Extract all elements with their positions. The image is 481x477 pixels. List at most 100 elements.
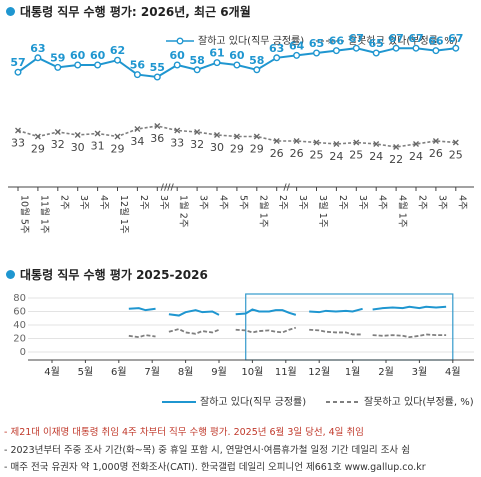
bullet-dot-icon [6, 270, 15, 279]
chart1-x-tick-label-part: 3 [297, 195, 308, 201]
chart1-x-tick-label-part: 12 [118, 195, 129, 207]
chart1-x-tick-label-part: 5 [19, 219, 30, 225]
positive-point [253, 66, 261, 74]
chart1-x-tick-label-part: 월 [38, 207, 50, 216]
chart1-x-tick-label-part: 주 [138, 201, 149, 210]
chart2-recent-range-box [245, 293, 454, 361]
chart2-y-tick-label: 20 [13, 334, 26, 345]
positive-point [293, 51, 301, 59]
chart1-x-tick-label-part: 주 [357, 201, 368, 210]
chart1-x-tick-label-part: 5 [237, 195, 248, 201]
chart2-y-tick-label: 40 [13, 320, 26, 331]
chart1-x-tick-label: 4주 [98, 195, 109, 210]
chart1-x-tick-label: 4주 [377, 195, 388, 210]
chart1-x-tick-label-part: 3 [317, 195, 328, 201]
chart1-x-tick-label-part: 2 [58, 195, 69, 201]
chart1-x-tick-label-part: 3 [158, 195, 169, 201]
legend2-positive-swatch-icon [162, 401, 196, 403]
negative-data-label: 24 [369, 150, 383, 163]
negative-point [74, 132, 81, 138]
negative-point [313, 139, 320, 146]
chart1-x-tick-label-part: 2 [417, 195, 428, 201]
chart1-x-tick-label-part: 주 [237, 201, 248, 210]
chart2-title-text: 대통령 직무 수행 평가 2025-2026 [20, 268, 208, 282]
chart1-x-tick-label-part: 3 [198, 195, 209, 201]
chart1-x-tick-label: 2월 1주 [257, 195, 269, 228]
chart1-x-tick-label-part: 주 [58, 201, 69, 210]
chart1-x-tick-label: 3월 1주 [317, 195, 329, 228]
negative-point [413, 141, 419, 147]
chart1-axis-break: //// [161, 183, 175, 193]
positive-data-label: 60 [90, 49, 106, 62]
chart1-x-tick-label-part: 주 [158, 201, 169, 210]
series-negative-line [309, 328, 363, 336]
positive-point [113, 56, 121, 64]
positive-data-label: 67 [349, 32, 364, 45]
negative-data-label: 31 [91, 140, 105, 153]
negative-point [373, 141, 380, 147]
negative-data-label: 33 [11, 137, 25, 150]
chart1-x-tick-label-part: 3 [436, 195, 447, 201]
positive-data-label: 67 [448, 32, 463, 45]
negative-point [333, 141, 340, 147]
positive-data-label: 60 [170, 49, 186, 62]
negative-point [393, 144, 400, 150]
chart1-x-tick-label-part: 2 [337, 195, 348, 201]
chart2-x-tick-label: 1월 [345, 366, 361, 378]
positive-point [54, 63, 62, 71]
positive-point [452, 44, 460, 52]
positive-data-label: 58 [249, 54, 264, 67]
chart2-legend-positive: 잘하고 있다(직무 긍정률) [162, 393, 306, 408]
chart2-line-chart: 0 20 40 60 80 4월 5월 6월 7월 8월 9월 10월 11월 12월 1월 2월 3월 4월 [13, 293, 474, 378]
chart2-x-tick-label: 7월 [144, 366, 160, 378]
chart2-x-tick-label: 9월 [211, 366, 227, 378]
chart1-x-tick-label-part: 4 [456, 195, 467, 201]
bullet-dot-icon [6, 7, 15, 16]
chart1-x-tick-label: 4주 [456, 195, 467, 210]
negative-data-label: 32 [51, 138, 65, 151]
chart1-x-tick-label-part: 주 [218, 201, 229, 210]
chart1-x-tick-label-part: 1 [118, 219, 129, 225]
negative-point [174, 127, 181, 134]
chart1-x-tick-label-part: 2 [178, 213, 189, 219]
legend2-negative-label: 잘못하고 있다(부정률, %) [364, 397, 474, 408]
negative-point [293, 138, 300, 144]
negative-data-label: 33 [170, 137, 184, 150]
negative-data-label: 29 [250, 143, 264, 156]
negative-data-label: 29 [230, 143, 244, 156]
chart2-x-tick-label: 3월 [412, 366, 428, 378]
chart1-x-tick-label-part: 주 [277, 201, 288, 210]
chart2-x-tick-label: 5월 [78, 366, 94, 378]
chart1-x-tick-label: 2주 [138, 195, 149, 210]
chart2-y-tick-label: 60 [13, 307, 26, 318]
chart2-x-tick-label: 10월 [241, 366, 263, 378]
chart1-x-tick-label-part: 11 [38, 195, 49, 207]
chart1-x-tick-label: 2주 [277, 195, 288, 210]
chart1-x-tick-label-part: 4 [218, 195, 229, 201]
chart2-legend-negative: 잘못하고 있다(부정률, %) [326, 393, 474, 408]
negative-data-label: 24 [329, 150, 343, 163]
positive-data-label: 55 [150, 61, 165, 74]
chart1-x-tick-label-part: 3 [78, 195, 89, 201]
series-negative-line [235, 326, 297, 334]
positive-point [372, 49, 380, 57]
negative-point [114, 133, 121, 140]
series-positive-line [372, 305, 447, 311]
svg-text:×: × [327, 37, 335, 45]
positive-data-label: 64 [289, 39, 305, 52]
chart2-x-tick-label: 4월 [44, 366, 60, 378]
chart1-x-tick-label-part: 1 [397, 213, 408, 219]
chart1-x-tick-label-part: 월 [118, 207, 130, 216]
chart1-x-tick-label: 3주 [297, 195, 308, 210]
positive-point [273, 54, 281, 62]
negative-data-label: 25 [310, 149, 324, 162]
chart2-x-tick-label: 6월 [111, 366, 127, 378]
chart1-x-tick-label-part: 1 [257, 213, 268, 219]
series-positive-line [235, 308, 297, 316]
chart1-x-tick-label-part: 2 [138, 195, 149, 201]
positive-data-label: 60 [229, 49, 245, 62]
chart1-x-tick-label-part: 4 [98, 195, 109, 201]
chart1-x-tick-label-part: 월 [178, 201, 190, 210]
chart1-x-tick-label: 1월 2주 [178, 195, 190, 228]
